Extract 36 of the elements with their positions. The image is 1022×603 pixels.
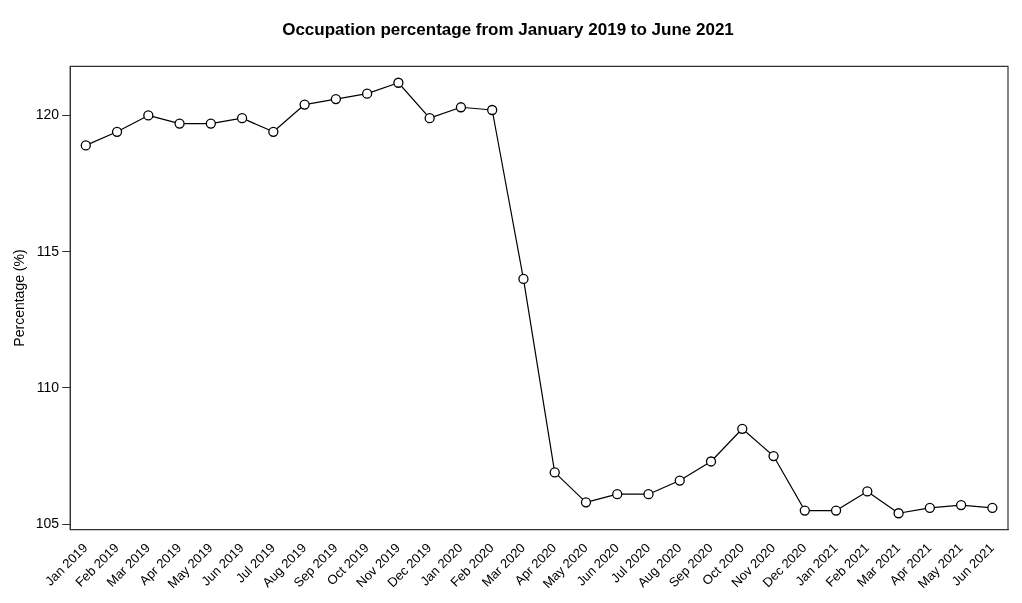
point [174, 118, 185, 129]
point [737, 423, 748, 434]
point [987, 502, 998, 513]
point [455, 102, 467, 113]
point [299, 99, 310, 110]
y-tick-label: 115 [36, 242, 60, 259]
point [330, 93, 342, 105]
point [518, 273, 529, 285]
point [580, 497, 592, 508]
point [111, 126, 123, 137]
point [361, 88, 373, 99]
point [236, 113, 248, 124]
point [424, 113, 435, 124]
point [799, 505, 810, 516]
y-tick-label: 110 [36, 378, 60, 395]
y-axis-title: Percentage (%) [11, 249, 28, 347]
point [674, 475, 685, 486]
point [612, 489, 623, 500]
point [487, 104, 498, 116]
point [768, 450, 779, 462]
point [955, 499, 967, 511]
chart-title: Occupation percentage from January 2019 to June 2021 [282, 19, 734, 39]
point [143, 110, 154, 121]
point [643, 489, 654, 500]
point [393, 77, 404, 88]
point [893, 508, 904, 519]
y-tick-label: 105 [35, 515, 60, 532]
point [924, 502, 935, 513]
point [830, 505, 842, 516]
point [862, 486, 873, 497]
y-tick-label: 120 [35, 106, 60, 123]
point [268, 126, 279, 137]
point [549, 467, 560, 478]
point [705, 456, 717, 467]
point [80, 140, 91, 151]
point [205, 118, 216, 129]
